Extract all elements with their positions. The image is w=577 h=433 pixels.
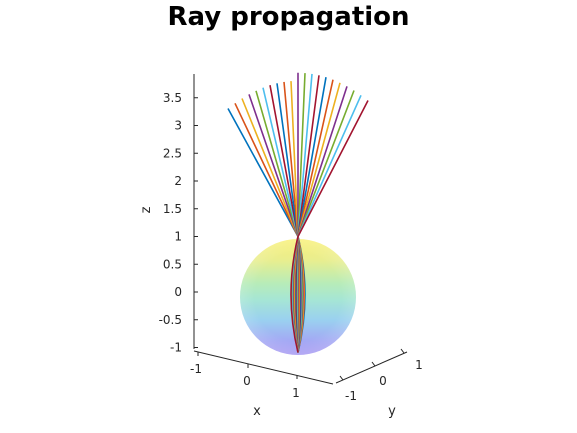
chart-title: Ray propagation (167, 2, 410, 32)
x-tick-label: -1 (190, 362, 202, 376)
z-tick-label: 1.5 (163, 202, 182, 216)
z-tick-label: -1 (170, 341, 182, 355)
ray-series-group (227, 72, 369, 353)
z-tick-label: 3 (174, 119, 182, 133)
x-tick-label: 0 (243, 374, 251, 388)
x-axis-ticks: -1 0 1 (190, 352, 300, 400)
x-tick-label: 1 (292, 386, 300, 400)
x-axis-label: x (253, 404, 261, 419)
z-axis-ticks: -1 -0.5 0 0.5 1 1.5 2 2.5 3 3.5 (159, 91, 198, 355)
z-tick-label: 0.5 (163, 257, 182, 271)
z-tick-label: 2 (174, 174, 182, 188)
y-axis-label: y (388, 404, 396, 419)
z-axis-label: z (139, 206, 154, 213)
y-tick-label: 1 (415, 358, 423, 372)
y-tick-label: 0 (379, 374, 387, 388)
z-tick-label: 3.5 (163, 91, 182, 105)
z-tick-label: 1 (174, 230, 182, 244)
y-axis-ticks: -1 0 1 (339, 348, 423, 403)
ray-line (290, 100, 369, 353)
x-axis-line (193, 350, 334, 385)
z-tick-label: -0.5 (159, 313, 182, 327)
y-axis-line (335, 351, 408, 384)
z-tick-label: 0 (174, 285, 182, 299)
y-tick-label: -1 (345, 389, 357, 403)
z-tick-label: 2.5 (163, 146, 182, 160)
